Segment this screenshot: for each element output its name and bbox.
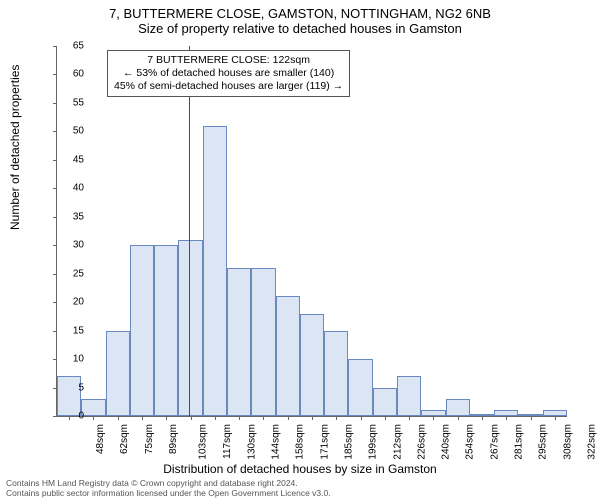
y-tick-mark: [53, 416, 57, 417]
histogram-bar: [130, 245, 154, 416]
x-tick-mark: [531, 416, 532, 420]
y-tick-label: 20: [73, 297, 84, 308]
x-tick-mark: [482, 416, 483, 420]
x-tick-mark: [555, 416, 556, 420]
histogram-bar: [81, 399, 105, 416]
x-tick-label: 267sqm: [489, 424, 500, 460]
y-tick-label: 60: [73, 69, 84, 80]
x-tick-mark: [433, 416, 434, 420]
annotation-line1: 7 BUTTERMERE CLOSE: 122sqm: [114, 54, 343, 67]
x-tick-label: 89sqm: [168, 424, 179, 454]
y-tick-mark: [53, 103, 57, 104]
x-tick-label: 322sqm: [586, 424, 597, 460]
annotation-box: 7 BUTTERMERE CLOSE: 122sqm← 53% of detac…: [107, 50, 350, 97]
x-tick-label: 185sqm: [344, 424, 355, 460]
plot-region: 7 BUTTERMERE CLOSE: 122sqm← 53% of detac…: [56, 46, 567, 417]
x-axis-label: Distribution of detached houses by size …: [0, 462, 600, 476]
y-tick-label: 55: [73, 97, 84, 108]
histogram-bar: [227, 268, 251, 416]
y-tick-mark: [53, 74, 57, 75]
histogram-bar: [154, 245, 178, 416]
x-tick-label: 48sqm: [95, 424, 106, 454]
y-tick-mark: [53, 359, 57, 360]
x-tick-label: 144sqm: [271, 424, 282, 460]
x-tick-mark: [288, 416, 289, 420]
y-tick-label: 40: [73, 183, 84, 194]
y-tick-mark: [53, 131, 57, 132]
y-tick-label: 45: [73, 154, 84, 165]
y-tick-label: 15: [73, 325, 84, 336]
footer-line1: Contains HM Land Registry data © Crown c…: [6, 478, 331, 488]
histogram-bar: [276, 296, 300, 416]
x-tick-mark: [409, 416, 410, 420]
x-tick-label: 240sqm: [441, 424, 452, 460]
histogram-bar: [178, 240, 202, 416]
histogram-bar: [446, 399, 470, 416]
y-tick-mark: [53, 245, 57, 246]
y-tick-mark: [53, 331, 57, 332]
histogram-bar: [348, 359, 372, 416]
x-tick-mark: [312, 416, 313, 420]
x-tick-label: 295sqm: [538, 424, 549, 460]
x-tick-mark: [215, 416, 216, 420]
x-tick-label: 158sqm: [295, 424, 306, 460]
y-tick-label: 0: [78, 411, 84, 422]
x-tick-label: 199sqm: [368, 424, 379, 460]
annotation-line3: 45% of semi-detached houses are larger (…: [114, 80, 343, 93]
histogram-bar: [397, 376, 421, 416]
x-tick-mark: [336, 416, 337, 420]
y-tick-label: 35: [73, 211, 84, 222]
y-tick-label: 5: [78, 382, 84, 393]
y-axis-label: Number of detached properties: [8, 65, 22, 230]
footer-line2: Contains public sector information licen…: [6, 488, 331, 498]
x-tick-mark: [69, 416, 70, 420]
x-tick-label: 281sqm: [514, 424, 525, 460]
y-tick-mark: [53, 217, 57, 218]
x-tick-mark: [142, 416, 143, 420]
x-tick-label: 171sqm: [319, 424, 330, 460]
chart-title-line2: Size of property relative to detached ho…: [0, 21, 600, 36]
histogram-bar: [373, 388, 397, 416]
y-tick-label: 50: [73, 126, 84, 137]
y-tick-label: 30: [73, 240, 84, 251]
x-tick-mark: [239, 416, 240, 420]
x-tick-mark: [361, 416, 362, 420]
x-tick-mark: [263, 416, 264, 420]
histogram-bar: [203, 126, 227, 416]
x-tick-mark: [506, 416, 507, 420]
histogram-bar: [324, 331, 348, 416]
x-tick-mark: [118, 416, 119, 420]
y-tick-mark: [53, 160, 57, 161]
y-tick-label: 65: [73, 41, 84, 52]
x-tick-label: 212sqm: [392, 424, 403, 460]
x-tick-mark: [385, 416, 386, 420]
footer-attribution: Contains HM Land Registry data © Crown c…: [6, 478, 331, 498]
x-tick-label: 130sqm: [246, 424, 257, 460]
histogram-bar: [300, 314, 324, 416]
annotation-line2: ← 53% of detached houses are smaller (14…: [114, 67, 343, 80]
x-tick-label: 117sqm: [221, 424, 232, 459]
chart-area: 7 BUTTERMERE CLOSE: 122sqm← 53% of detac…: [56, 46, 566, 416]
y-tick-mark: [53, 302, 57, 303]
y-tick-label: 25: [73, 268, 84, 279]
x-tick-label: 254sqm: [465, 424, 476, 460]
y-tick-mark: [53, 188, 57, 189]
x-tick-label: 226sqm: [416, 424, 427, 460]
y-tick-label: 10: [73, 354, 84, 365]
x-tick-label: 62sqm: [119, 424, 130, 454]
x-tick-mark: [166, 416, 167, 420]
x-tick-label: 103sqm: [198, 424, 209, 460]
histogram-bar: [106, 331, 130, 416]
x-tick-label: 308sqm: [562, 424, 573, 460]
x-tick-label: 75sqm: [144, 424, 155, 454]
x-tick-mark: [191, 416, 192, 420]
chart-title-line1: 7, BUTTERMERE CLOSE, GAMSTON, NOTTINGHAM…: [0, 0, 600, 21]
histogram-bar: [251, 268, 275, 416]
y-tick-mark: [53, 274, 57, 275]
y-tick-mark: [53, 46, 57, 47]
x-tick-mark: [93, 416, 94, 420]
reference-line: [189, 46, 190, 416]
y-tick-mark: [53, 388, 57, 389]
x-tick-mark: [458, 416, 459, 420]
